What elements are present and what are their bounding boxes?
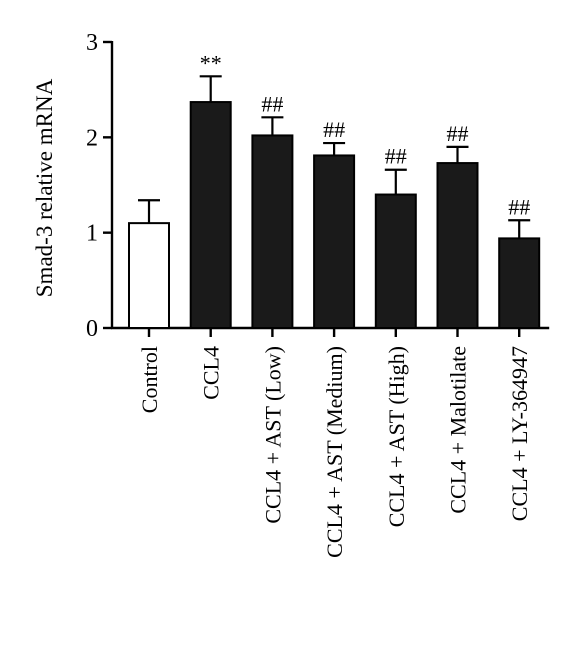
significance-label: ** <box>200 50 222 75</box>
x-tick-label: CCL4 + AST (Low) <box>260 346 285 524</box>
bar <box>313 154 356 329</box>
significance-label: ## <box>508 194 530 219</box>
annotations: ** ## ## ## ## ## <box>200 50 531 219</box>
y-axis: 0 1 2 3 <box>86 30 114 342</box>
bar <box>251 134 294 329</box>
x-axis: Control CCL4 CCL4 + AST (Low) CCL4 + AST (M… <box>111 326 550 558</box>
x-tick-label: CCL4 + AST (High) <box>384 346 409 527</box>
y-axis-title: Smad-3 relative mRNA <box>32 78 57 297</box>
y-tick-label: 0 <box>86 316 98 342</box>
bar <box>128 222 170 329</box>
y-tick-label: 3 <box>86 30 98 56</box>
x-tick-label: Control <box>137 346 162 413</box>
x-tick-label: CCL4 + Malotilate <box>446 346 471 514</box>
bar <box>374 193 417 329</box>
bars <box>128 75 541 330</box>
significance-label: ## <box>323 117 345 142</box>
x-tick-label: CCL4 <box>199 346 224 400</box>
y-tick-label: 1 <box>86 221 98 247</box>
bar <box>498 237 541 330</box>
significance-label: ## <box>385 144 407 169</box>
significance-label: ## <box>261 91 283 116</box>
x-tick-label: CCL4 + AST (Medium) <box>322 346 347 558</box>
x-tick-label: CCL4 + LY-364947 <box>507 346 532 521</box>
significance-label: ## <box>447 121 469 146</box>
bar <box>436 162 479 329</box>
y-tick-label: 2 <box>86 125 98 151</box>
bar <box>189 101 232 329</box>
